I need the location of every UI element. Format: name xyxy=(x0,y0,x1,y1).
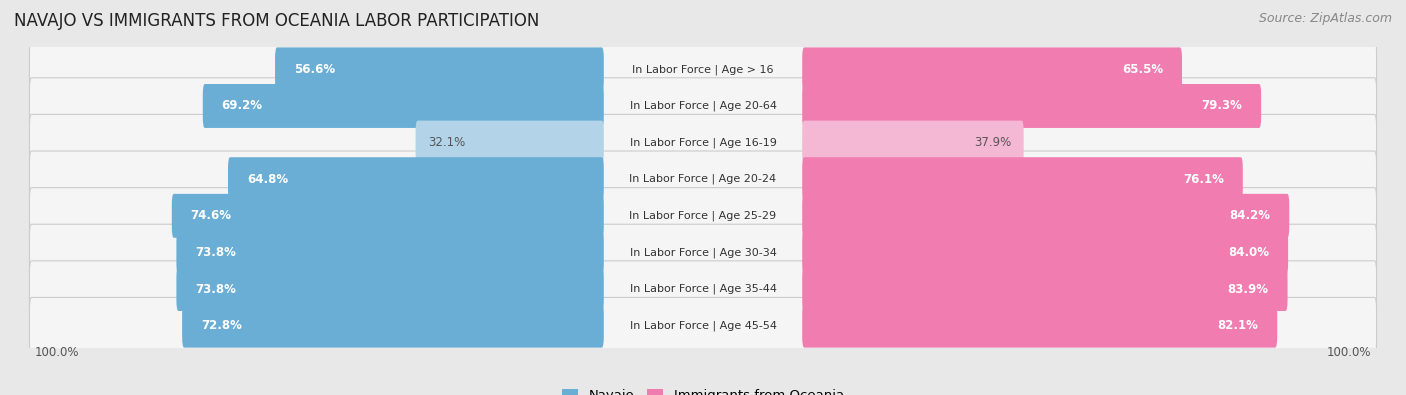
FancyBboxPatch shape xyxy=(228,157,603,201)
Text: 76.1%: 76.1% xyxy=(1182,173,1223,186)
Text: In Labor Force | Age 20-24: In Labor Force | Age 20-24 xyxy=(630,174,776,184)
FancyBboxPatch shape xyxy=(30,151,1376,207)
FancyBboxPatch shape xyxy=(803,47,1182,91)
Text: 37.9%: 37.9% xyxy=(974,136,1011,149)
Text: 100.0%: 100.0% xyxy=(1327,346,1371,359)
FancyBboxPatch shape xyxy=(30,115,1376,171)
Text: In Labor Force | Age 20-64: In Labor Force | Age 20-64 xyxy=(630,101,776,111)
FancyBboxPatch shape xyxy=(176,230,603,275)
Text: 79.3%: 79.3% xyxy=(1201,100,1243,113)
FancyBboxPatch shape xyxy=(803,157,1243,201)
Text: 84.0%: 84.0% xyxy=(1229,246,1270,259)
Text: In Labor Force | Age > 16: In Labor Force | Age > 16 xyxy=(633,64,773,75)
Text: Source: ZipAtlas.com: Source: ZipAtlas.com xyxy=(1258,12,1392,25)
Text: 84.2%: 84.2% xyxy=(1229,209,1271,222)
Text: 56.6%: 56.6% xyxy=(294,63,335,76)
Text: 69.2%: 69.2% xyxy=(222,100,263,113)
FancyBboxPatch shape xyxy=(276,47,603,91)
Text: 72.8%: 72.8% xyxy=(201,319,242,332)
Legend: Navajo, Immigrants from Oceania: Navajo, Immigrants from Oceania xyxy=(557,384,849,395)
FancyBboxPatch shape xyxy=(30,188,1376,244)
FancyBboxPatch shape xyxy=(176,267,603,311)
Text: 74.6%: 74.6% xyxy=(191,209,232,222)
Text: In Labor Force | Age 45-54: In Labor Force | Age 45-54 xyxy=(630,320,776,331)
FancyBboxPatch shape xyxy=(172,194,603,238)
FancyBboxPatch shape xyxy=(30,78,1376,134)
FancyBboxPatch shape xyxy=(30,297,1376,354)
FancyBboxPatch shape xyxy=(183,304,603,348)
Text: 83.9%: 83.9% xyxy=(1227,282,1268,295)
Text: 100.0%: 100.0% xyxy=(35,346,79,359)
Text: In Labor Force | Age 35-44: In Labor Force | Age 35-44 xyxy=(630,284,776,294)
Text: 32.1%: 32.1% xyxy=(427,136,465,149)
Text: In Labor Force | Age 30-34: In Labor Force | Age 30-34 xyxy=(630,247,776,258)
FancyBboxPatch shape xyxy=(803,120,1024,165)
FancyBboxPatch shape xyxy=(803,194,1289,238)
Text: NAVAJO VS IMMIGRANTS FROM OCEANIA LABOR PARTICIPATION: NAVAJO VS IMMIGRANTS FROM OCEANIA LABOR … xyxy=(14,12,540,30)
Text: 65.5%: 65.5% xyxy=(1122,63,1163,76)
FancyBboxPatch shape xyxy=(30,41,1376,98)
Text: In Labor Force | Age 25-29: In Labor Force | Age 25-29 xyxy=(630,211,776,221)
Text: 73.8%: 73.8% xyxy=(195,282,236,295)
Text: 64.8%: 64.8% xyxy=(247,173,288,186)
FancyBboxPatch shape xyxy=(30,224,1376,280)
FancyBboxPatch shape xyxy=(30,261,1376,317)
FancyBboxPatch shape xyxy=(803,304,1277,348)
FancyBboxPatch shape xyxy=(803,84,1261,128)
FancyBboxPatch shape xyxy=(416,120,603,165)
Text: In Labor Force | Age 16-19: In Labor Force | Age 16-19 xyxy=(630,137,776,148)
FancyBboxPatch shape xyxy=(202,84,603,128)
Text: 82.1%: 82.1% xyxy=(1218,319,1258,332)
Text: 73.8%: 73.8% xyxy=(195,246,236,259)
FancyBboxPatch shape xyxy=(803,267,1288,311)
FancyBboxPatch shape xyxy=(803,230,1288,275)
